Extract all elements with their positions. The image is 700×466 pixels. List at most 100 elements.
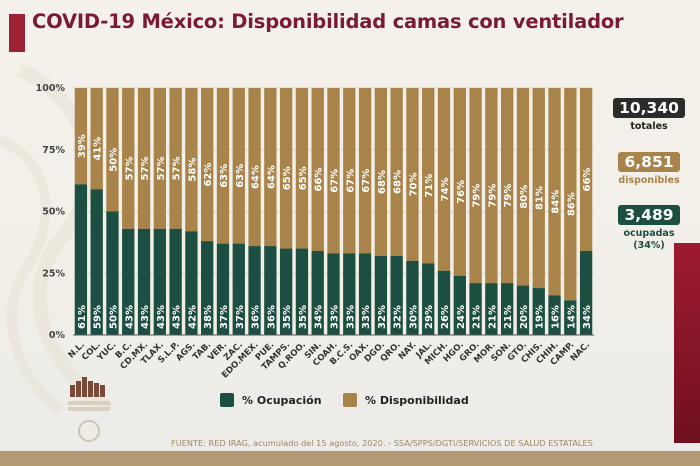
value-label-disponibilidad: 64% xyxy=(266,165,277,189)
bar-disponibilidad xyxy=(453,88,466,276)
value-label-disponibilidad: 39% xyxy=(77,134,88,158)
value-label-ocupacion: 14% xyxy=(566,305,577,329)
bar-disponibilidad xyxy=(390,88,403,256)
bar-disponibilidad xyxy=(358,88,372,254)
value-label-ocupacion: 38% xyxy=(203,305,214,329)
value-label-ocupacion: 34% xyxy=(582,305,593,329)
value-label-disponibilidad: 84% xyxy=(551,190,562,214)
bar-ocupacion xyxy=(216,243,230,335)
bar-ocupacion xyxy=(74,184,88,335)
bar-ocupacion xyxy=(453,275,466,335)
value-label-disponibilidad: 57% xyxy=(172,156,183,180)
bar-disponibilidad xyxy=(516,88,530,286)
bar-ocupacion xyxy=(469,283,482,335)
y-axis: 0% 25% 50% 75% 100% xyxy=(36,83,66,341)
bar-ocupacion xyxy=(343,253,356,335)
bar-ocupacion xyxy=(106,211,119,335)
bar-ocupacion xyxy=(232,243,245,335)
bar-ocupacion xyxy=(264,246,277,335)
bar-ocupacion xyxy=(406,260,419,335)
value-label-ocupacion: 20% xyxy=(519,305,530,329)
value-label-disponibilidad: 68% xyxy=(377,170,388,194)
value-label-disponibilidad: 66% xyxy=(314,168,325,192)
y-tick-label: 100% xyxy=(36,83,66,94)
legend-disponibilidad: % Disponibilidad xyxy=(343,393,469,407)
y-tick-label: 25% xyxy=(42,268,65,279)
value-label-ocupacion: 34% xyxy=(314,305,325,329)
value-label-disponibilidad: 79% xyxy=(503,184,514,208)
bar-ocupacion xyxy=(295,248,309,335)
bar-ocupacion xyxy=(169,228,182,335)
value-label-disponibilidad: 63% xyxy=(235,164,246,188)
bar-disponibilidad xyxy=(406,88,419,261)
stat-ocupadas-value: 3,489 xyxy=(618,205,680,225)
value-label-ocupacion: 36% xyxy=(251,305,262,329)
legend-label-ocupacion: % Ocupación xyxy=(242,393,322,407)
bar-disponibilidad xyxy=(374,88,388,256)
value-label-ocupacion: 21% xyxy=(503,305,514,329)
bar-disponibilidad xyxy=(343,88,356,254)
bar-disponibilidad xyxy=(90,88,103,190)
accent-bar-right xyxy=(674,243,700,443)
value-label-disponibilidad: 57% xyxy=(156,156,167,180)
value-label-ocupacion: 21% xyxy=(487,305,498,329)
bar-ocupacion xyxy=(532,288,545,335)
bar-disponibilidad xyxy=(74,88,88,185)
bar-ocupacion xyxy=(311,251,324,335)
stat-totales: 10,340 totales xyxy=(612,98,686,133)
value-label-ocupacion: 29% xyxy=(424,305,435,329)
bar-disponibilidad xyxy=(311,88,324,252)
bar-ocupacion xyxy=(579,251,593,335)
source-footer: FUENTE: RED IRAG, acumulado del 15 agost… xyxy=(171,438,593,448)
stat-totales-value: 10,340 xyxy=(613,98,685,118)
bar-disponibilidad xyxy=(532,88,545,289)
value-label-disponibilidad: 64% xyxy=(251,165,262,189)
value-label-ocupacion: 43% xyxy=(124,305,135,329)
bar-disponibilidad xyxy=(153,88,166,229)
stat-ocupadas-pct: (34%) xyxy=(633,240,665,251)
value-label-disponibilidad: 67% xyxy=(330,169,341,193)
value-label-ocupacion: 43% xyxy=(140,305,151,329)
government-logo xyxy=(68,377,110,442)
bar-disponibilidad xyxy=(137,88,151,229)
value-label-disponibilidad: 76% xyxy=(456,180,467,204)
bar-disponibilidad xyxy=(185,88,198,232)
value-label-disponibilidad: 41% xyxy=(93,137,104,161)
value-label-ocupacion: 21% xyxy=(472,305,483,329)
legend-swatch-ocupacion xyxy=(220,393,234,407)
bar-ocupacion xyxy=(516,285,530,335)
value-label-disponibilidad: 50% xyxy=(108,148,119,172)
bar-disponibilidad xyxy=(437,88,451,271)
stat-ocupadas-label: ocupadas xyxy=(623,228,675,239)
bar-ocupacion xyxy=(201,241,214,335)
value-label-ocupacion: 26% xyxy=(440,305,451,329)
value-label-ocupacion: 30% xyxy=(408,305,419,329)
value-label-disponibilidad: 65% xyxy=(282,166,293,190)
stat-disponibles: 6,851 disponibles xyxy=(612,152,686,187)
value-label-disponibilidad: 62% xyxy=(203,163,214,187)
value-label-disponibilidad: 81% xyxy=(535,186,546,210)
bar-disponibilidad xyxy=(106,88,119,212)
bar-disponibilidad xyxy=(327,88,340,254)
bar-disponibilidad xyxy=(548,88,561,296)
value-label-ocupacion: 32% xyxy=(377,305,388,329)
accent-bar xyxy=(9,14,25,52)
value-label-ocupacion: 37% xyxy=(235,305,246,329)
legend-swatch-disponibilidad xyxy=(343,393,357,407)
value-label-disponibilidad: 57% xyxy=(140,156,151,180)
value-label-ocupacion: 43% xyxy=(156,305,167,329)
value-label-disponibilidad: 67% xyxy=(361,169,372,193)
bar-ocupacion xyxy=(358,253,372,335)
bar-ocupacion xyxy=(501,283,514,335)
bar-ocupacion xyxy=(564,300,577,335)
bar-ocupacion xyxy=(327,253,340,335)
value-label-ocupacion: 36% xyxy=(266,305,277,329)
bars: 39% 61% 41% 59% 50% 50% 57% 43% 57% 43% 57% 43% 57% 4… xyxy=(74,88,593,335)
bar-disponibilidad xyxy=(579,88,593,252)
stat-disponibles-label: disponibles xyxy=(618,175,680,186)
value-label-ocupacion: 32% xyxy=(393,305,404,329)
bar-ocupacion xyxy=(153,228,166,335)
value-label-ocupacion: 37% xyxy=(219,305,230,329)
bar-ocupacion xyxy=(422,263,435,335)
bar-ocupacion xyxy=(374,255,388,335)
